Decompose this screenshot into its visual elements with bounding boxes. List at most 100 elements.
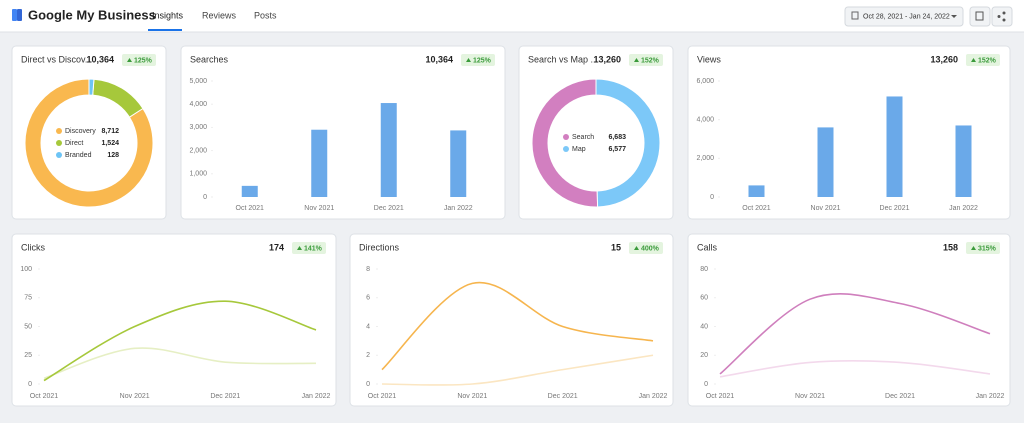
share-button[interactable]: [991, 6, 1013, 27]
x-tick-label: Jan 2022: [444, 205, 473, 212]
dropdown-caret: [951, 15, 957, 18]
y-tick-label: 4,000: [696, 117, 714, 124]
card: [687, 45, 1011, 220]
up-arrow: [127, 58, 132, 62]
total-value: 13,260: [930, 54, 958, 64]
y-tick-label: 20: [700, 352, 708, 359]
y-tick-label: 6,000: [696, 78, 714, 85]
y-tick-label: 2,000: [696, 155, 714, 162]
legend-swatch: [56, 140, 62, 146]
legend-label: Map: [572, 146, 586, 153]
total-value: 15: [611, 242, 621, 252]
card-title: Clicks: [21, 242, 45, 252]
y-tick-label: 8: [366, 266, 370, 273]
x-tick-label: Nov 2021: [811, 205, 841, 212]
legend-label: Discovery: [65, 128, 96, 135]
change-value: 152%: [641, 57, 660, 64]
card-title: Directions: [359, 242, 400, 252]
up-arrow: [297, 246, 302, 250]
bar: [817, 127, 834, 197]
x-tick-label: Jan 2022: [302, 393, 331, 400]
up-arrow: [634, 58, 639, 62]
up-arrow: [971, 58, 976, 62]
y-tick-label: 0: [366, 381, 370, 388]
change-value: 125%: [134, 57, 153, 64]
change-value: 125%: [473, 57, 492, 64]
up-arrow: [466, 58, 471, 62]
y-tick-label: 80: [700, 266, 708, 273]
x-tick-label: Nov 2021: [120, 393, 150, 400]
logo-icon: [12, 9, 22, 21]
y-tick-label: 4,000: [189, 101, 207, 108]
up-arrow: [634, 246, 639, 250]
change-badge: [629, 54, 663, 66]
y-tick-label: 2: [366, 352, 370, 359]
total-value: 10,364: [425, 54, 453, 64]
x-tick-label: Oct 2021: [30, 393, 59, 400]
line-series: [381, 281, 654, 371]
change-badge: [629, 242, 663, 254]
legend-label: Search: [572, 134, 594, 141]
x-tick-label: Oct 2021: [742, 205, 771, 212]
x-tick-label: Dec 2021: [880, 205, 910, 212]
y-tick-label: 40: [700, 323, 708, 330]
x-tick-label: Dec 2021: [210, 393, 240, 400]
y-tick-label: 0: [203, 194, 207, 201]
total-value: 158: [943, 242, 958, 252]
change-value: 152%: [978, 57, 997, 64]
line-series: [381, 354, 654, 386]
x-tick-label: Oct 2021: [368, 393, 397, 400]
bar: [450, 130, 467, 197]
y-tick-label: 0: [704, 381, 708, 388]
legend-value: 1,524: [101, 140, 119, 147]
card-title: Views: [697, 54, 721, 64]
bar: [241, 185, 258, 197]
change-badge: [292, 242, 326, 254]
card-title: Direct vs Discov...: [21, 54, 92, 64]
y-tick-label: 60: [700, 295, 708, 302]
filter-icon: [975, 11, 984, 21]
x-tick-label: Dec 2021: [885, 393, 915, 400]
calendar-icon: [851, 11, 859, 20]
app-title: Google My Business: [28, 7, 156, 22]
y-tick-label: 6: [366, 295, 370, 302]
x-tick-label: Oct 2021: [236, 205, 265, 212]
line-series: [719, 360, 991, 378]
date-range-button[interactable]: [844, 6, 964, 27]
card: [180, 45, 506, 220]
card-title: Calls: [697, 242, 718, 252]
legend-value: 8,712: [101, 128, 119, 135]
y-tick-label: 0: [28, 381, 32, 388]
donut-segment: [24, 78, 154, 208]
date-range: Oct 28, 2021 - Jan 24, 2022: [863, 13, 950, 20]
donut-segment: [88, 78, 95, 96]
up-arrow: [971, 246, 976, 250]
tab[interactable]: Insights: [152, 10, 184, 20]
card: [687, 233, 1011, 407]
card: [11, 233, 337, 407]
donut-segment: [595, 78, 661, 208]
legend-swatch: [56, 128, 62, 134]
change-badge: [966, 54, 1000, 66]
x-tick-label: Nov 2021: [795, 393, 825, 400]
line-series: [719, 293, 991, 375]
x-tick-label: Jan 2022: [639, 393, 668, 400]
x-tick-label: Dec 2021: [374, 205, 404, 212]
x-tick-label: Jan 2022: [976, 393, 1005, 400]
legend-value: 6,577: [608, 146, 626, 153]
change-value: 400%: [641, 245, 660, 252]
legend-value: 128: [107, 152, 119, 159]
change-badge: [122, 54, 156, 66]
share-icon: [997, 11, 1006, 22]
x-tick-label: Oct 2021: [706, 393, 735, 400]
change-badge: [966, 242, 1000, 254]
bar: [748, 185, 765, 197]
y-tick-label: 25: [24, 352, 32, 359]
filter-button[interactable]: [969, 6, 991, 27]
y-tick-label: 1,000: [189, 171, 207, 178]
tab[interactable]: Posts: [254, 10, 277, 20]
tab[interactable]: Reviews: [202, 10, 237, 20]
y-tick-label: 3,000: [189, 124, 207, 131]
x-tick-label: Dec 2021: [548, 393, 578, 400]
